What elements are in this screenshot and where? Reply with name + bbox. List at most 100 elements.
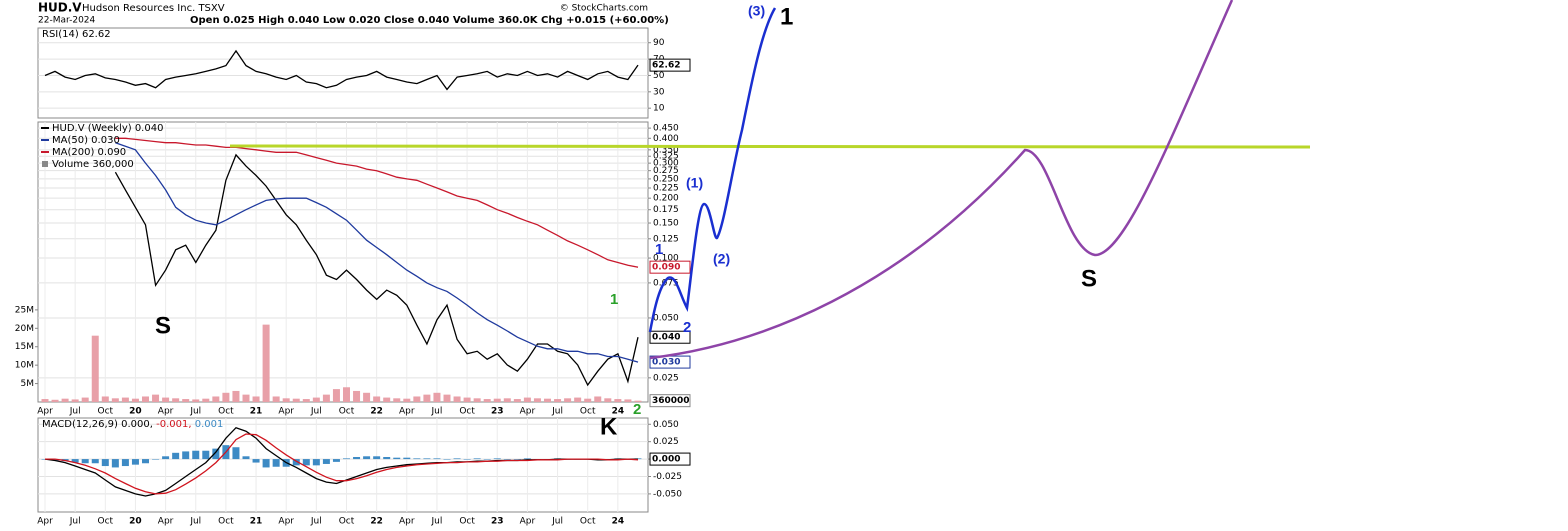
legend-swatch: [42, 161, 48, 167]
x-tick-label: 20: [129, 517, 142, 527]
y-tick-label: 0.075: [653, 278, 679, 288]
x-tick-label: Apr: [520, 407, 536, 417]
y-tick-label: 0.050: [653, 420, 679, 430]
bar: [403, 457, 411, 460]
x-tick-label: Jul: [69, 407, 81, 417]
x-tick-label: Oct: [580, 407, 596, 417]
y2-tick-label: 5M: [21, 379, 35, 389]
legend-entry: MA(50) 0.030: [52, 135, 120, 146]
last-value-label: 0.000: [652, 455, 680, 465]
x-tick-label: Apr: [399, 517, 415, 527]
credit: © StockCharts.com: [560, 4, 648, 14]
bar: [232, 447, 240, 460]
bar: [443, 459, 451, 460]
series-line: [114, 153, 639, 387]
bar: [463, 397, 471, 402]
bar: [604, 398, 612, 402]
annotations: S S K 1 2 1 2 (1) (2) (3) 1: [155, 3, 1097, 441]
x-tick-label: Oct: [580, 517, 596, 527]
last-value-label: 62.62: [652, 61, 680, 71]
x-tick-label: Jul: [310, 407, 322, 417]
projections: [229, 0, 1311, 360]
y-tick-label: 90: [653, 38, 665, 48]
bar: [81, 459, 89, 464]
series-line: [45, 433, 639, 495]
x-tick-label: Oct: [459, 407, 475, 417]
bar: [413, 458, 421, 460]
bar: [91, 335, 99, 402]
last-value-box: [649, 330, 691, 344]
x-tick-label: Oct: [98, 517, 114, 527]
bar: [473, 458, 481, 460]
bar: [192, 450, 200, 460]
x-tick-label: Jul: [551, 517, 563, 527]
last-value-box: [649, 452, 691, 466]
legend-entry: 0.001: [195, 419, 224, 430]
bar: [483, 459, 491, 460]
annotation: 1: [655, 241, 663, 258]
bar: [202, 398, 210, 402]
panel-title: RSI(14) 62.62: [42, 29, 111, 40]
annotation: S: [155, 312, 171, 339]
bar: [71, 399, 79, 402]
bar: [302, 399, 310, 402]
bar: [202, 450, 210, 460]
bar: [162, 456, 170, 460]
last-value-label: 360000: [652, 396, 690, 406]
bar: [322, 394, 330, 402]
bar: [614, 399, 622, 402]
bar: [182, 399, 190, 402]
x-tick-label: 24: [612, 407, 625, 417]
y-tick-label: 0.150: [653, 219, 679, 229]
y-tick-label: 0.325: [653, 152, 679, 162]
bar: [523, 458, 531, 460]
annotation: 2: [633, 401, 641, 418]
bar: [172, 452, 180, 460]
wave-projection: [648, 7, 777, 333]
bar: [343, 387, 350, 402]
x-tick-label: Oct: [339, 517, 355, 527]
bar: [262, 324, 270, 402]
bar: [131, 459, 139, 465]
bar: [192, 399, 200, 402]
bar: [463, 459, 471, 460]
bar: [212, 396, 220, 402]
bar: [634, 400, 642, 402]
bar: [353, 456, 361, 460]
y-tick-label: -0.025: [653, 472, 682, 482]
bar: [554, 399, 562, 402]
bar: [453, 396, 461, 402]
bar: [262, 459, 270, 468]
y2-tick-label: 25M: [15, 305, 34, 315]
x-tick-label: 22: [370, 407, 383, 417]
bar: [433, 458, 441, 460]
bar: [111, 398, 119, 402]
bar: [212, 448, 220, 460]
bar: [232, 390, 240, 402]
x-tick-label: Jul: [551, 407, 563, 417]
bar: [292, 459, 300, 466]
x-tick-label: 24: [612, 517, 625, 527]
y2-tick-label: 20M: [15, 324, 34, 334]
x-tick-label: Jul: [310, 517, 322, 527]
y-tick-label: 50: [653, 71, 665, 81]
y-tick-label: 0.200: [653, 194, 679, 204]
bar: [222, 392, 230, 402]
series-line: [115, 137, 639, 268]
last-value-label: 0.090: [652, 263, 680, 273]
y-tick-label: 0.050: [653, 313, 679, 323]
x-tick-label: Apr: [278, 517, 294, 527]
bar: [353, 390, 361, 402]
y-tick-label: 0.025: [653, 437, 679, 447]
y-tick-label: 0.450: [653, 124, 679, 134]
legend-entry: Volume 360,000: [52, 159, 134, 170]
legend-entry: MA(200) 0.090: [52, 147, 126, 158]
bar: [413, 396, 421, 402]
bar: [343, 458, 350, 460]
annotation: 1: [610, 291, 618, 308]
x-tick-label: 23: [491, 407, 504, 417]
bar: [544, 398, 551, 402]
x-tick-label: Oct: [459, 517, 475, 527]
x-tick-label: 21: [250, 517, 263, 527]
